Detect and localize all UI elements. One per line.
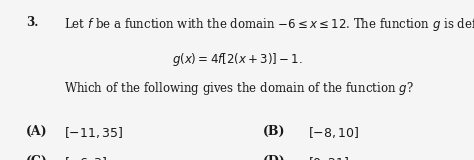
Text: (C): (C) bbox=[26, 155, 48, 160]
Text: $[-11, 35]$: $[-11, 35]$ bbox=[64, 125, 123, 140]
Text: 3.: 3. bbox=[26, 16, 38, 29]
Text: (D): (D) bbox=[263, 155, 286, 160]
Text: $[0, 21]$: $[0, 21]$ bbox=[308, 155, 349, 160]
Text: (A): (A) bbox=[26, 125, 48, 138]
Text: $[-8, 10]$: $[-8, 10]$ bbox=[308, 125, 360, 140]
Text: (B): (B) bbox=[263, 125, 285, 138]
Text: $[-6, 3]$: $[-6, 3]$ bbox=[64, 155, 108, 160]
Text: Let $f$ be a function with the domain $-6 \leq x \leq 12$. The function $g$ is d: Let $f$ be a function with the domain $-… bbox=[64, 16, 474, 33]
Text: $g(x) = 4f[2(x + 3)] - 1.$: $g(x) = 4f[2(x + 3)] - 1.$ bbox=[172, 51, 302, 68]
Text: Which of the following gives the domain of the function $g$?: Which of the following gives the domain … bbox=[64, 80, 414, 97]
